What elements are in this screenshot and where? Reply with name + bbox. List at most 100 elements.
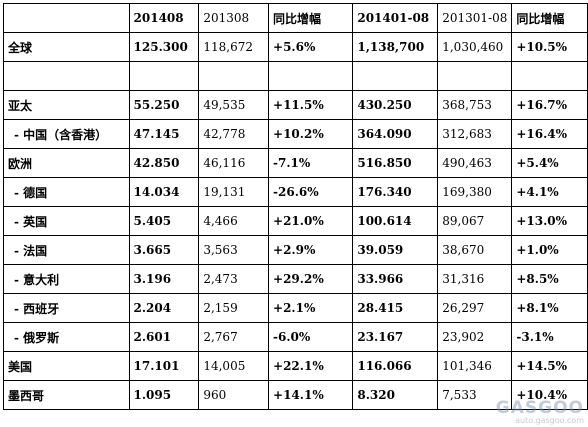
sales-table-container: 201408 201308 同比增幅 201401-08 201301-08 同… [3,3,588,410]
row-label: - 德国 [3,177,130,207]
cell-201301-08: 101,346 [437,351,513,381]
cell-201401-08: 116.066 [352,351,439,381]
cell-201408: 3.196 [128,264,200,294]
cell-201301-08: 26,297 [437,293,513,323]
cell-201408: 14.034 [128,177,200,207]
cell-201401-08: 176.340 [352,177,439,207]
watermark-logo: GASGOO [495,398,584,418]
cell-201408: 5.405 [128,206,200,236]
table-row: 全球 125.300 118,672 +5.6% 1,138,700 1,030… [3,32,588,62]
table-body: 全球 125.300 118,672 +5.6% 1,138,700 1,030… [3,32,588,410]
cell-201401-08: 516.850 [352,148,439,178]
header-cell-201301-08: 201301-08 [437,3,513,33]
header-cell-201408: 201408 [128,3,200,33]
cell-201301-08: 312,683 [437,119,513,149]
cell-yoy-ytd: +4.1% [511,177,588,207]
table-header: 201408 201308 同比增幅 201401-08 201301-08 同… [3,3,588,33]
gasgoo-watermark: GASGOO auto.gasgoo.com [496,400,584,425]
cell-201408: 42.850 [128,148,200,178]
cell-201408: 3.665 [128,235,200,265]
cell-201408 [128,61,200,91]
cell-201308: 960 [198,380,270,410]
cell-201401-08: 28.415 [352,293,439,323]
cell-201408: 17.101 [128,351,200,381]
table-row: 欧洲 42.850 46,116 -7.1% 516.850 490,463 +… [3,148,588,178]
cell-yoy-ytd: +8.5% [511,264,588,294]
table-row: 亚太 55.250 49,535 +11.5% 430.250 368,753 … [3,90,588,120]
cell-201308: 4,466 [198,206,270,236]
table-row: - 西班牙 2.204 2,159 +2.1% 28.415 26,297 +8… [3,293,588,323]
header-cell-label [3,3,130,33]
cell-201401-08: 100.614 [352,206,439,236]
cell-201401-08: 430.250 [352,90,439,120]
cell-yoy-month: -26.6% [268,177,354,207]
table-row: - 意大利 3.196 2,473 +29.2% 33.966 31,316 +… [3,264,588,294]
cell-yoy-ytd [511,61,588,91]
cell-201308: 19,131 [198,177,270,207]
cell-yoy-month: -7.1% [268,148,354,178]
cell-201301-08: 7,533 [437,380,513,410]
row-label: - 俄罗斯 [3,322,130,352]
cell-201408: 2.204 [128,293,200,323]
cell-201301-08: 490,463 [437,148,513,178]
cell-yoy-ytd: +1.0% [511,235,588,265]
watermark-url: auto.gasgoo.com [515,416,584,425]
row-label: 墨西哥 [3,380,130,410]
cell-201308: 2,473 [198,264,270,294]
cell-yoy-ytd: +8.1% [511,293,588,323]
row-label: - 意大利 [3,264,130,294]
cell-201401-08: 39.059 [352,235,439,265]
cell-yoy-month [268,61,354,91]
header-cell-201401-08: 201401-08 [352,3,439,33]
cell-yoy-ytd: -3.1% [511,322,588,352]
row-label: 美国 [3,351,130,381]
table-row: - 俄罗斯 2.601 2,767 -6.0% 23.167 23,902 -3… [3,322,588,352]
row-label [3,61,130,91]
cell-201408: 2.601 [128,322,200,352]
cell-201401-08: 33.966 [352,264,439,294]
table-row: - 中国（含香港） 47.145 42,778 +10.2% 364.090 3… [3,119,588,149]
cell-201408: 55.250 [128,90,200,120]
cell-201301-08 [437,61,513,91]
cell-201308: 49,535 [198,90,270,120]
cell-201308 [198,61,270,91]
cell-201301-08: 1,030,460 [437,32,513,62]
cell-yoy-month: +11.5% [268,90,354,120]
cell-yoy-ytd: +13.0% [511,206,588,236]
cell-yoy-month: -6.0% [268,322,354,352]
cell-yoy-month: +29.2% [268,264,354,294]
cell-yoy-month: +14.1% [268,380,354,410]
cell-201301-08: 89,067 [437,206,513,236]
cell-yoy-ytd: +16.4% [511,119,588,149]
cell-201301-08: 23,902 [437,322,513,352]
sales-table: 201408 201308 同比增幅 201401-08 201301-08 同… [3,3,588,410]
cell-yoy-month: +21.0% [268,206,354,236]
cell-201408: 47.145 [128,119,200,149]
cell-201301-08: 169,380 [437,177,513,207]
cell-yoy-ytd: +16.7% [511,90,588,120]
row-label: 亚太 [3,90,130,120]
row-label: - 法国 [3,235,130,265]
cell-yoy-ytd: +5.4% [511,148,588,178]
row-label: - 西班牙 [3,293,130,323]
cell-201408: 125.300 [128,32,200,62]
table-row: 墨西哥 1.095 960 +14.1% 8.320 7,533 +10.4% [3,380,588,410]
cell-201401-08: 1,138,700 [352,32,439,62]
table-row [3,61,588,91]
cell-yoy-month: +22.1% [268,351,354,381]
cell-201308: 46,116 [198,148,270,178]
row-label: - 中国（含香港） [3,119,130,149]
cell-201308: 42,778 [198,119,270,149]
row-label: - 英国 [3,206,130,236]
cell-201308: 118,672 [198,32,270,62]
cell-201301-08: 31,316 [437,264,513,294]
cell-yoy-month: +2.1% [268,293,354,323]
cell-201308: 14,005 [198,351,270,381]
cell-201301-08: 38,670 [437,235,513,265]
header-cell-yoy-ytd: 同比增幅 [511,3,588,33]
cell-yoy-month: +10.2% [268,119,354,149]
cell-201301-08: 368,753 [437,90,513,120]
cell-yoy-month: +5.6% [268,32,354,62]
cell-201308: 2,767 [198,322,270,352]
header-row: 201408 201308 同比增幅 201401-08 201301-08 同… [3,3,588,33]
